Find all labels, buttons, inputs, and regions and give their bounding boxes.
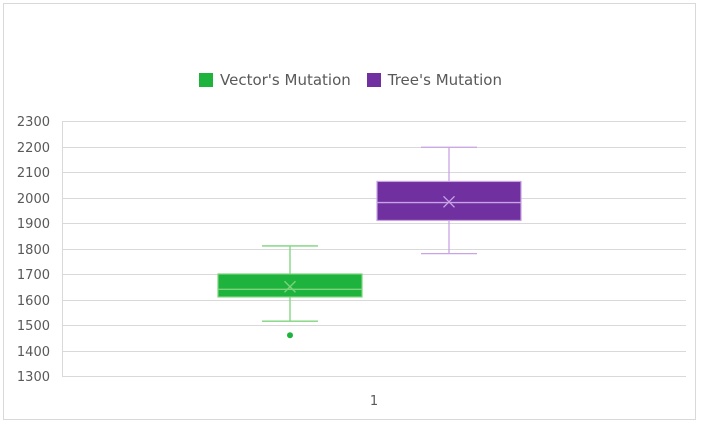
chart-area	[3, 3, 696, 420]
y-tick-label: 1800	[17, 243, 50, 258]
y-tick-label: 1500	[17, 319, 50, 334]
y-tick-label: 2300	[17, 115, 50, 130]
legend-item-tree: Tree's Mutation	[366, 71, 502, 89]
y-tick-label: 2000	[17, 192, 50, 207]
mean-marker	[443, 195, 455, 208]
y-tick-label: 1300	[17, 370, 50, 385]
legend: Vector's Mutation Tree's Mutation	[0, 68, 701, 92]
y-tick-label: 2100	[17, 166, 50, 181]
y-tick-label: 2200	[17, 141, 50, 156]
legend-label-tree: Tree's Mutation	[387, 71, 502, 89]
legend-item-vector: Vector's Mutation	[199, 71, 351, 89]
legend-swatch-vector	[199, 73, 213, 87]
y-tick-label: 1600	[17, 294, 50, 309]
y-tick-label: 1400	[17, 345, 50, 360]
legend-swatch-tree	[366, 73, 381, 87]
mean-marker	[284, 280, 296, 293]
x-tick-label: 1	[370, 394, 378, 409]
y-tick-label: 1700	[17, 268, 50, 283]
box-iqr	[217, 273, 363, 298]
outlier-point	[287, 332, 293, 339]
legend-label-vector: Vector's Mutation	[220, 71, 351, 89]
y-tick-label: 1900	[17, 217, 50, 232]
